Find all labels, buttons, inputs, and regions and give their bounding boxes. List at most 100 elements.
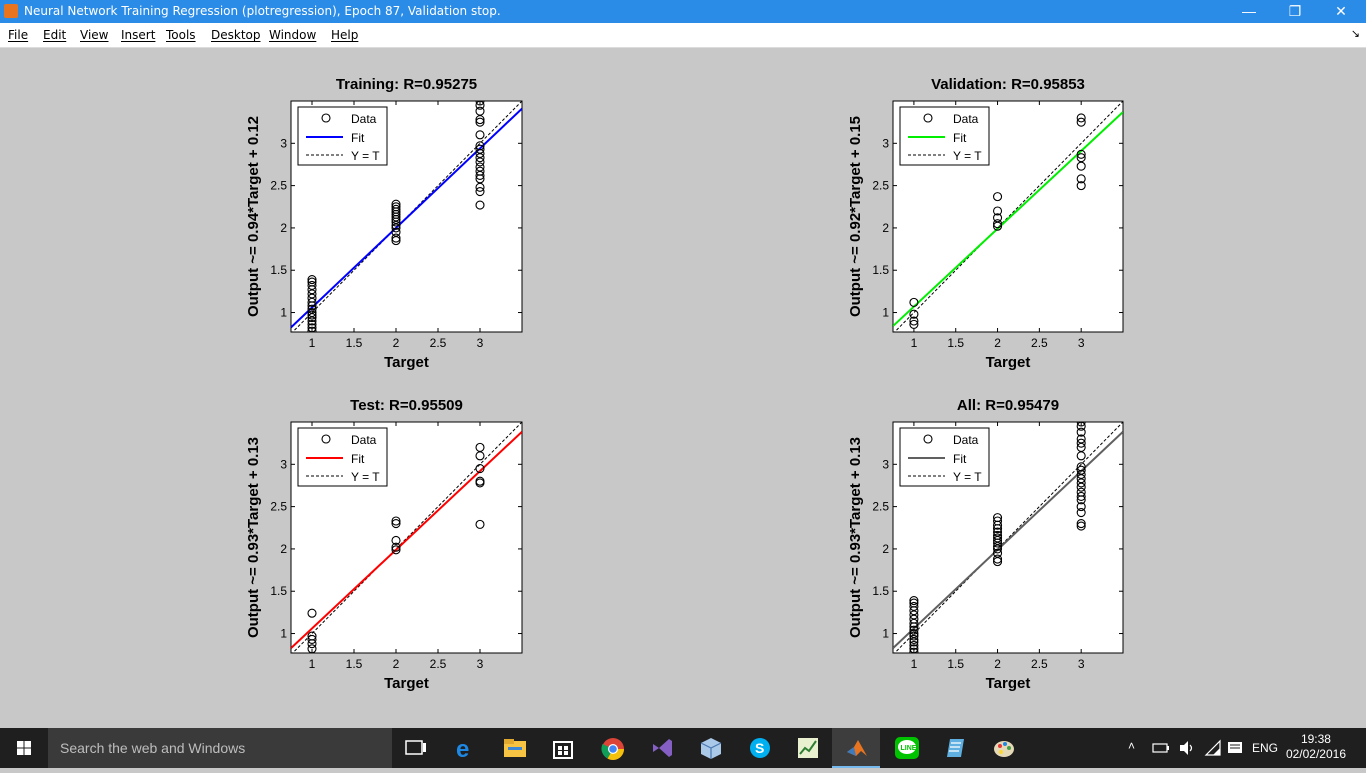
y-tick-label: 1	[280, 627, 287, 641]
language-indicator[interactable]: ENG	[1252, 741, 1279, 755]
data-point	[909, 297, 919, 307]
x-tick-label: 2.5	[1031, 657, 1048, 671]
menu-window[interactable]: Window	[269, 28, 317, 42]
minimize-button[interactable]: —	[1242, 3, 1256, 19]
plot-area	[291, 101, 522, 332]
battery-icon[interactable]	[1152, 740, 1172, 756]
window-titlebar: Neural Network Training Regression (plot…	[0, 0, 1366, 23]
search-placeholder: Search the web and Windows	[60, 740, 246, 756]
data-point	[992, 213, 1003, 223]
data-point	[1076, 462, 1086, 472]
menu-view[interactable]: View	[80, 28, 109, 42]
wifi-icon[interactable]	[1204, 739, 1222, 757]
data-point	[475, 144, 485, 154]
data-point	[391, 199, 401, 209]
legend-identity-label: Y = T	[953, 470, 982, 484]
legend: Data Fit Y = T	[899, 106, 990, 166]
legend: Data Fit Y = T	[297, 106, 388, 166]
sigmaplot-icon[interactable]	[796, 736, 820, 760]
data-point	[391, 535, 401, 546]
line-icon[interactable]: LINE	[894, 736, 920, 760]
data-point	[307, 280, 317, 291]
data-point	[307, 307, 317, 318]
data-point	[909, 625, 919, 635]
data-point	[909, 601, 919, 612]
plot-area	[893, 422, 1123, 653]
menu-desktop[interactable]: Desktop	[211, 28, 261, 42]
file-explorer-icon[interactable]	[502, 737, 528, 759]
y-tick-label: 1.5	[872, 584, 889, 598]
data-point	[1076, 427, 1086, 437]
chrome-icon[interactable]	[600, 736, 626, 762]
action-center-icon[interactable]	[1226, 739, 1244, 757]
matlab-icon[interactable]	[845, 736, 869, 760]
x-tick-label: 2	[393, 657, 400, 671]
y-tick-label: 3	[280, 136, 287, 150]
data-point	[475, 476, 485, 486]
data-point	[307, 634, 317, 645]
data-point	[1076, 174, 1086, 184]
clock-time: 19:38	[1300, 732, 1331, 746]
paint-icon[interactable]	[992, 736, 1018, 760]
x-axis-label: Target	[986, 675, 1031, 692]
virtualbox-icon[interactable]	[699, 736, 723, 760]
plot-title: Test: R=0.95509	[350, 397, 463, 414]
plot-area	[291, 422, 522, 653]
task-view-icon[interactable]	[404, 738, 428, 758]
data-point	[391, 227, 401, 237]
windows-logo-icon	[17, 741, 31, 755]
notepad-icon[interactable]	[944, 736, 968, 760]
restore-button[interactable]: ❐	[1288, 3, 1302, 19]
y-tick-label: 1.5	[270, 263, 287, 277]
menu-bar: File Edit View Insert Tools Desktop Wind…	[0, 23, 1366, 48]
x-tick-label: 3	[1078, 336, 1085, 350]
menu-edit[interactable]: Edit	[43, 28, 67, 42]
data-point	[992, 516, 1003, 526]
menu-insert[interactable]: Insert	[121, 28, 156, 42]
x-tick-label: 1	[309, 336, 316, 350]
windows-taskbar: Search the web and Windows e S	[0, 728, 1366, 768]
x-axis-label: Target	[384, 354, 429, 371]
legend-fit-label: Fit	[351, 131, 365, 145]
data-point	[391, 518, 401, 529]
menu-tools[interactable]: Tools	[166, 28, 196, 42]
y-tick-label: 1	[882, 306, 889, 320]
dock-arrow-icon[interactable]: ↘	[1350, 27, 1360, 40]
x-tick-label: 3	[1078, 657, 1085, 671]
y-tick-label: 1	[280, 306, 287, 320]
y-tick-label: 2	[280, 542, 287, 556]
x-axis-label: Target	[986, 354, 1031, 371]
data-point	[307, 277, 317, 287]
store-icon[interactable]	[551, 736, 575, 760]
data-point	[992, 206, 1003, 216]
data-point	[1076, 117, 1086, 127]
legend-data-marker	[321, 113, 331, 123]
skype-icon[interactable]: S	[748, 736, 772, 760]
legend-data-label: Data	[351, 433, 377, 447]
close-button[interactable]: ✕	[1335, 3, 1347, 19]
data-point	[391, 204, 401, 214]
legend-identity-label: Y = T	[351, 149, 380, 163]
menu-help[interactable]: Help	[331, 28, 359, 42]
y-tick-label: 3	[280, 457, 287, 471]
x-tick-label: 1	[309, 657, 316, 671]
y-tick-label: 2.5	[872, 500, 889, 514]
taskbar-search-box[interactable]: Search the web and Windows	[48, 728, 392, 768]
data-point	[992, 513, 1003, 523]
y-axis-label: Output ~= 0.94*Target + 0.12	[245, 116, 262, 317]
visual-studio-icon[interactable]	[649, 736, 675, 760]
start-button[interactable]	[0, 728, 48, 768]
x-tick-label: 1	[911, 657, 918, 671]
volume-icon[interactable]	[1178, 739, 1196, 757]
edge-icon[interactable]: e	[454, 736, 480, 760]
data-point	[909, 634, 919, 645]
y-axis-label: Output ~= 0.93*Target + 0.13	[245, 437, 262, 638]
show-hidden-icons-chevron-icon[interactable]: ˄	[1128, 739, 1136, 753]
taskbar-clock[interactable]: 19:38 02/02/2016	[1286, 732, 1346, 762]
matlab-logo-icon	[4, 4, 18, 18]
legend-fit-label: Fit	[953, 452, 967, 466]
data-point	[391, 202, 401, 212]
data-point	[475, 519, 485, 529]
menu-file[interactable]: File	[8, 28, 29, 42]
data-point	[992, 192, 1003, 202]
